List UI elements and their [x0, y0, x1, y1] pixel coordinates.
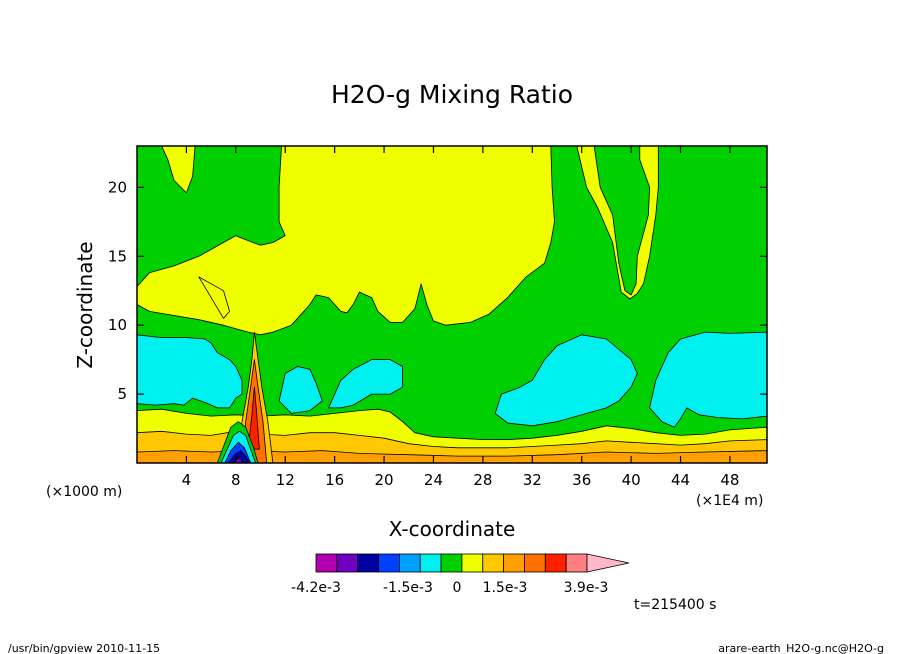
colorbar-swatch [357, 553, 379, 573]
colorbar-overflow-arrow [586, 553, 630, 573]
z-axis-unit: (×1000 m) [46, 484, 122, 500]
x-tick-label: 8 [231, 471, 241, 489]
colorbar-swatch [461, 553, 484, 573]
x-tick-label: 24 [424, 471, 443, 489]
z-axis-ticks: 5 10 15 20 [108, 178, 767, 403]
colorbar-labels: -4.2e-3 -1.5e-3 0 1.5e-3 3.9e-3 [291, 580, 608, 596]
colorbar-label-min: -4.2e-3 [291, 580, 341, 596]
colorbar-swatch [398, 553, 421, 573]
colorbar-swatch [378, 553, 400, 573]
x-tick-label: 40 [622, 471, 641, 489]
x-tick-label: 48 [720, 471, 739, 489]
colorbar-label-pos: 1.5e-3 [483, 580, 528, 596]
colorbar-swatch [565, 553, 588, 573]
x-axis-unit: (×1E4 m) [696, 493, 763, 509]
z-tick-label: 5 [117, 385, 127, 403]
z-tick-label: 10 [108, 316, 127, 334]
colorbar-swatch [440, 553, 463, 573]
x-axis-label: X-coordinate [389, 517, 516, 541]
contour-regions [137, 146, 767, 463]
x-tick-label: 12 [276, 471, 295, 489]
x-tick-label: 32 [523, 471, 542, 489]
contour-region-yellow-upper-band [137, 146, 659, 336]
time-label: t=215400 s [634, 597, 716, 613]
z-tick-label: 20 [108, 178, 127, 196]
plot-frame [136, 145, 768, 464]
contour-region-cyan-right-1 [494, 334, 638, 427]
colorbar-swatch [482, 553, 505, 573]
colorbar [315, 553, 630, 573]
colorbar-label-max: 3.9e-3 [564, 580, 609, 596]
z-tick-label: 15 [108, 247, 127, 265]
contour-region-plume-red [247, 386, 260, 450]
x-axis-ticks: 4 8 12 16 20 24 28 32 36 40 44 48 [182, 146, 739, 489]
footer-left: /usr/bin/gpview 2010-11-15 [8, 642, 160, 654]
colorbar-swatch [315, 553, 338, 573]
contour-region-cyan-right-2 [649, 331, 767, 428]
x-tick-label: 20 [375, 471, 394, 489]
x-tick-label: 28 [473, 471, 492, 489]
colorbar-swatch [524, 553, 546, 573]
colorbar-swatch [336, 553, 359, 573]
contour-region-yellow-top-left-tongue [161, 146, 196, 194]
z-axis-label: Z-coordinate [73, 241, 97, 368]
contour-region-cyan-left [137, 334, 243, 409]
colorbar-label-neg: -1.5e-3 [383, 580, 433, 596]
contour-region-cyan-middle [328, 359, 404, 409]
contour-region-dark-orange-floor [137, 450, 767, 463]
chart-title: H2O-g Mixing Ratio [331, 80, 573, 109]
contour-region-plume-base-navy [227, 450, 250, 463]
contour-region-cyan-left-blob [278, 366, 323, 414]
x-tick-label: 4 [182, 471, 192, 489]
x-tick-label: 44 [671, 471, 690, 489]
x-tick-label: 16 [325, 471, 344, 489]
colorbar-swatch [544, 553, 567, 573]
contour-region-yellow-mid-left-blob [198, 276, 231, 319]
x-tick-label: 36 [572, 471, 591, 489]
colorbar-label-zero: 0 [453, 580, 462, 596]
footer-right: arare-earth_H2O-g.nc@H2O-g [718, 642, 884, 654]
colorbar-swatch [503, 553, 525, 573]
colorbar-swatch [419, 553, 442, 573]
